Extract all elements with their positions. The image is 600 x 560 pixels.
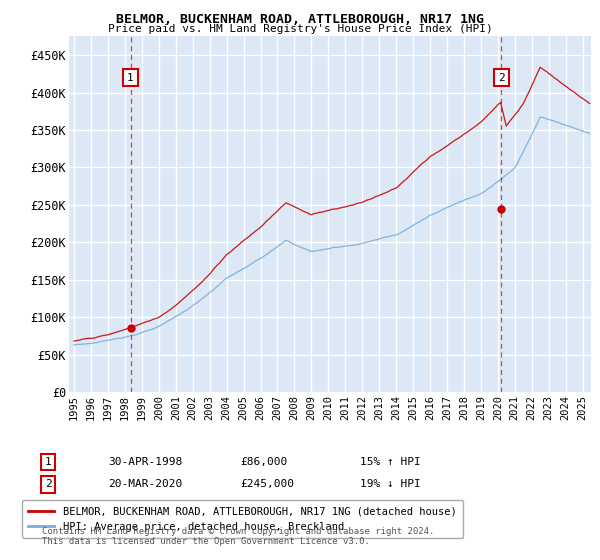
- Text: Price paid vs. HM Land Registry's House Price Index (HPI): Price paid vs. HM Land Registry's House …: [107, 24, 493, 34]
- Text: 20-MAR-2020: 20-MAR-2020: [108, 479, 182, 489]
- Legend: BELMOR, BUCKENHAM ROAD, ATTLEBOROUGH, NR17 1NG (detached house), HPI: Average pr: BELMOR, BUCKENHAM ROAD, ATTLEBOROUGH, NR…: [22, 500, 463, 538]
- Text: BELMOR, BUCKENHAM ROAD, ATTLEBOROUGH, NR17 1NG: BELMOR, BUCKENHAM ROAD, ATTLEBOROUGH, NR…: [116, 13, 484, 26]
- Text: 15% ↑ HPI: 15% ↑ HPI: [360, 457, 421, 467]
- Text: 30-APR-1998: 30-APR-1998: [108, 457, 182, 467]
- Text: £86,000: £86,000: [240, 457, 287, 467]
- Text: 19% ↓ HPI: 19% ↓ HPI: [360, 479, 421, 489]
- Text: 1: 1: [127, 73, 134, 82]
- Text: 2: 2: [498, 73, 505, 82]
- Text: 2: 2: [44, 479, 52, 489]
- Text: 1: 1: [44, 457, 52, 467]
- Text: Contains HM Land Registry data © Crown copyright and database right 2024.
This d: Contains HM Land Registry data © Crown c…: [42, 526, 434, 546]
- Text: £245,000: £245,000: [240, 479, 294, 489]
